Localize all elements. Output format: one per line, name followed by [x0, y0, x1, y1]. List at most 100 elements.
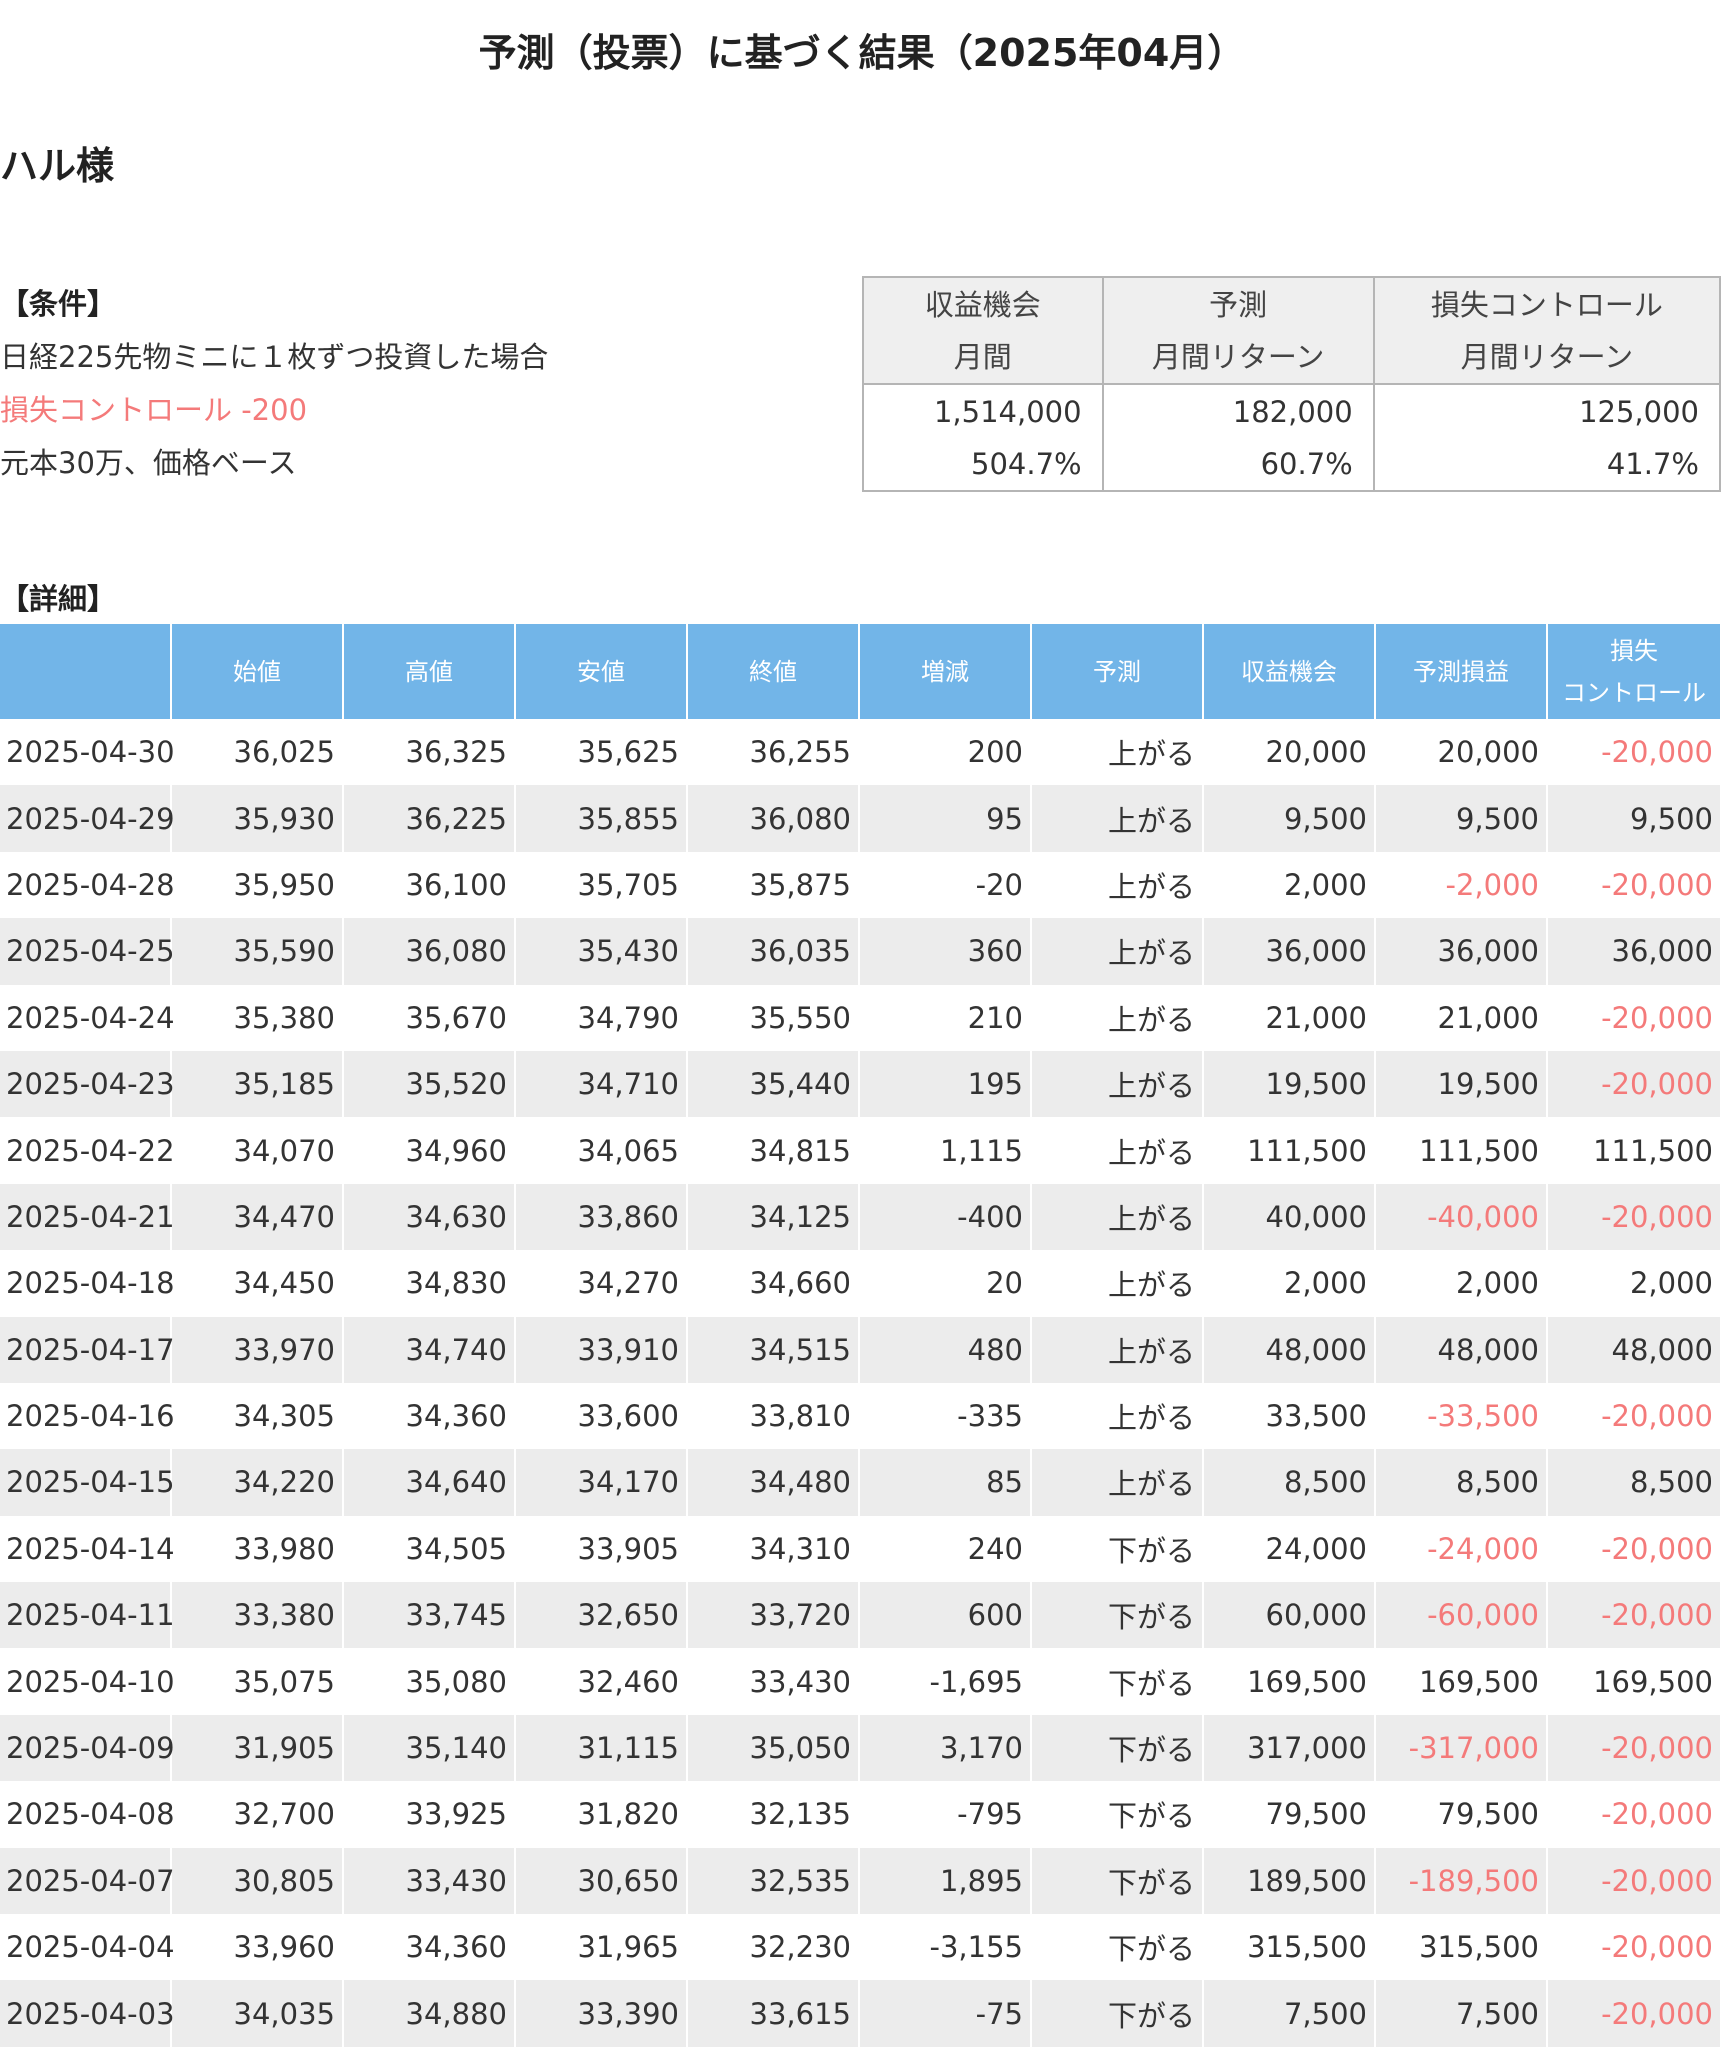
date-cell: 2025-04-30 — [0, 719, 175, 786]
table-cell: 33,960 — [171, 1914, 344, 1981]
summary-header-line: 月間 — [953, 339, 1012, 374]
table-cell: 8,500 — [1547, 1449, 1722, 1516]
table-cell: 169,500 — [1547, 1648, 1722, 1715]
table-cell: 34,270 — [515, 1250, 688, 1317]
table-cell: 20,000 — [1203, 719, 1376, 786]
date-cell: 2025-04-14 — [0, 1515, 175, 1583]
table-cell: -3,155 — [859, 1914, 1032, 1981]
date-cell: 2025-04-10 — [0, 1648, 175, 1715]
table-cell: 34,515 — [687, 1316, 860, 1383]
table-cell: -400 — [859, 1183, 1032, 1251]
table-cell: 8,500 — [1203, 1449, 1376, 1516]
table-cell: 36,080 — [343, 918, 516, 985]
detail-column-header: 始値 — [171, 624, 344, 719]
table-cell: -20,000 — [1547, 1183, 1722, 1251]
table-cell: -20,000 — [1547, 1582, 1722, 1649]
detail-heading: 【詳細】 — [0, 582, 117, 616]
table-cell: 2,000 — [1203, 1250, 1376, 1317]
table-cell: 36,000 — [1375, 918, 1548, 985]
summary-cell-opportunity: 1,514,000 504.7% — [862, 383, 1104, 492]
table-cell: 35,950 — [171, 851, 344, 919]
table-cell: 30,805 — [171, 1847, 344, 1915]
table-cell: 上がる — [1031, 1382, 1204, 1450]
table-cell: 111,500 — [1203, 1117, 1376, 1184]
table-cell: 9,500 — [1547, 785, 1722, 852]
table-cell: 下がる — [1031, 1914, 1204, 1981]
table-row: 2025-04-10 35,075 35,080 32,460 33,430 -1,695… — [0, 1648, 1722, 1715]
table-cell: 210 — [859, 984, 1032, 1051]
table-cell: 111,500 — [1375, 1117, 1548, 1184]
table-cell: 34,480 — [687, 1449, 860, 1516]
detail-column-header-line: 増減 — [921, 657, 969, 686]
table-cell: 33,970 — [171, 1316, 344, 1383]
table-cell: 34,740 — [343, 1316, 516, 1383]
table-cell: -33,500 — [1375, 1382, 1548, 1450]
table-cell: 36,225 — [343, 785, 516, 852]
table-cell: 下がる — [1031, 1582, 1204, 1649]
table-cell: 34,070 — [171, 1117, 344, 1184]
table-cell: 169,500 — [1203, 1648, 1376, 1715]
table-cell: 35,855 — [515, 785, 688, 852]
date-cell: 2025-04-22 — [0, 1117, 175, 1184]
table-cell: 33,600 — [515, 1382, 688, 1450]
table-cell: 33,615 — [687, 1980, 860, 2047]
table-cell: 48,000 — [1375, 1316, 1548, 1383]
summary-header-line: 収益機会 — [924, 287, 1041, 322]
table-cell: 315,500 — [1203, 1914, 1376, 1981]
table-cell: 2,000 — [1203, 851, 1376, 919]
table-row: 2025-04-04 33,960 34,360 31,965 32,230 -3,155… — [0, 1914, 1722, 1981]
table-cell: 35,380 — [171, 984, 344, 1051]
detail-column-header-line: 高値 — [405, 657, 453, 686]
table-cell: 35,430 — [515, 918, 688, 985]
date-cell: 2025-04-25 — [0, 918, 175, 985]
table-cell: 200 — [859, 719, 1032, 786]
table-cell: 32,460 — [515, 1648, 688, 1715]
table-cell: 79,500 — [1203, 1781, 1376, 1848]
detail-column-header: 増減 — [859, 624, 1032, 719]
table-cell: 34,360 — [343, 1382, 516, 1450]
table-cell: 下がる — [1031, 1515, 1204, 1583]
detail-body: 2025-04-30 36,025 36,325 35,625 36,255 200 上がる… — [0, 719, 1722, 2047]
table-cell: 2,000 — [1375, 1250, 1548, 1317]
table-cell: 31,905 — [171, 1714, 344, 1782]
table-cell: 34,815 — [687, 1117, 860, 1184]
table-cell: 20,000 — [1375, 719, 1548, 786]
table-cell: 下がる — [1031, 1847, 1204, 1915]
table-cell: 32,135 — [687, 1781, 860, 1848]
table-cell: -20,000 — [1547, 1382, 1722, 1450]
table-cell: 3,170 — [859, 1714, 1032, 1782]
detail-column-header-line: 損失 — [1610, 636, 1658, 665]
detail-header-row: 始値 高値 安値 終値 増減 予測 収益機会 予測損益 損失 コントロール — [0, 624, 1722, 719]
table-cell: 34,360 — [343, 1914, 516, 1981]
detail-column-header-line: 安値 — [577, 657, 625, 686]
table-row: 2025-04-11 33,380 33,745 32,650 33,720 600 下がる… — [0, 1582, 1722, 1649]
table-cell: 33,430 — [687, 1648, 860, 1715]
date-cell: 2025-04-08 — [0, 1781, 175, 1848]
table-cell: -189,500 — [1375, 1847, 1548, 1915]
table-cell: 34,065 — [515, 1117, 688, 1184]
table-cell: -20,000 — [1547, 851, 1722, 919]
table-cell: 35,875 — [687, 851, 860, 919]
table-cell: -75 — [859, 1980, 1032, 2047]
table-cell: 34,640 — [343, 1449, 516, 1516]
table-cell: 480 — [859, 1316, 1032, 1383]
table-cell: 30,650 — [515, 1847, 688, 1915]
table-cell: 35,590 — [171, 918, 344, 985]
table-row: 2025-04-16 34,305 34,360 33,600 33,810 -335 上が… — [0, 1382, 1722, 1450]
table-cell: 35,550 — [687, 984, 860, 1051]
table-cell: 195 — [859, 1050, 1032, 1118]
detail-column-header-line: 始値 — [233, 657, 281, 686]
table-row: 2025-04-07 30,805 33,430 30,650 32,535 1,895 下… — [0, 1847, 1722, 1915]
table-cell: 上がる — [1031, 1183, 1204, 1251]
detail-column-header: 予測損益 — [1375, 624, 1548, 719]
table-cell: -20 — [859, 851, 1032, 919]
table-cell: 34,710 — [515, 1050, 688, 1118]
table-cell: 24,000 — [1203, 1515, 1376, 1583]
table-cell: 9,500 — [1375, 785, 1548, 852]
table-cell: 33,925 — [343, 1781, 516, 1848]
table-cell: 85 — [859, 1449, 1032, 1516]
table-cell: 33,905 — [515, 1515, 688, 1583]
table-cell: 35,625 — [515, 719, 688, 786]
table-cell: 上がる — [1031, 918, 1204, 985]
summary-cell-prediction: 182,000 60.7% — [1101, 383, 1375, 492]
